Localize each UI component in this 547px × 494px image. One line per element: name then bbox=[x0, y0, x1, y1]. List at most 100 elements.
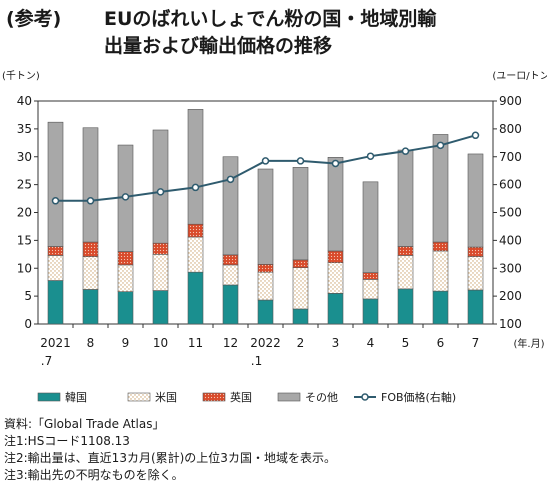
x-tick-label: 12 bbox=[223, 336, 238, 350]
bar-segment-3 bbox=[292, 167, 309, 261]
bar-segment-3 bbox=[47, 121, 64, 247]
x-tick-label: 2 bbox=[297, 336, 305, 350]
notes: 資料:「Global Trade Atlas」 注1:HSコード1108.13 … bbox=[4, 416, 336, 484]
y-left-tick-label: 35 bbox=[17, 122, 32, 136]
price-point bbox=[436, 141, 445, 150]
bars bbox=[47, 109, 484, 325]
legend-swatch-0 bbox=[37, 392, 61, 402]
bar-segment-3 bbox=[82, 127, 99, 243]
bar-segment-0 bbox=[432, 290, 449, 325]
bar-segment-2 bbox=[222, 254, 239, 266]
y-right-tick-label: 600 bbox=[499, 178, 522, 192]
bar-segment-1 bbox=[187, 236, 204, 273]
title-line-1: EUのばれいしょでん粉の国・地域別輸 bbox=[104, 8, 437, 30]
x-tick-label: 2021 bbox=[40, 336, 71, 350]
price-point bbox=[296, 157, 305, 165]
x-tick-label: 5 bbox=[402, 336, 410, 350]
x-tick-label: 3 bbox=[332, 336, 340, 350]
bar-segment-3 bbox=[467, 153, 484, 248]
bar-segment-2 bbox=[467, 246, 484, 257]
y-left-tick-label: 40 bbox=[17, 94, 32, 108]
x-tick-label: .1 bbox=[251, 354, 262, 368]
y-right-tick-label: 700 bbox=[499, 150, 522, 164]
price-point bbox=[86, 197, 95, 205]
y-left-tick-label: 30 bbox=[17, 150, 32, 164]
title-line-2: 出量および輸出価格の推移 bbox=[104, 35, 333, 57]
bar-segment-2 bbox=[82, 241, 99, 257]
bar-segment-0 bbox=[467, 289, 484, 325]
bar-segment-1 bbox=[362, 279, 379, 300]
y-right-tick-label: 400 bbox=[499, 233, 522, 247]
bar-segment-2 bbox=[187, 223, 204, 238]
bar-segment-3 bbox=[152, 129, 169, 244]
bar-segment-0 bbox=[257, 299, 274, 325]
bar-segment-1 bbox=[117, 264, 134, 292]
price-point bbox=[121, 193, 130, 201]
x-tick-label: 2022 bbox=[250, 336, 281, 350]
bar-segment-0 bbox=[327, 293, 344, 325]
y-left-tick-label: 25 bbox=[17, 178, 32, 192]
bar-segment-2 bbox=[257, 264, 274, 273]
legend: 韓国 米国 英国 その他 FOB価格(右軸) bbox=[37, 390, 456, 404]
y-left-tick-label: 20 bbox=[17, 206, 32, 220]
bar-segment-0 bbox=[82, 289, 99, 325]
bar-segment-3 bbox=[257, 168, 274, 265]
y-right-tick-label: 300 bbox=[499, 261, 522, 275]
bar-segment-2 bbox=[292, 259, 309, 268]
price-point bbox=[191, 183, 200, 192]
bar-segment-1 bbox=[257, 271, 274, 301]
bar-segment-3 bbox=[362, 181, 379, 274]
y-right-tick-label: 100 bbox=[499, 317, 522, 331]
legend-label: その他 bbox=[305, 391, 338, 404]
bar-segment-0 bbox=[397, 288, 414, 325]
price-point bbox=[156, 188, 165, 196]
bar-segment-3 bbox=[222, 156, 239, 256]
x-tick-label: 10 bbox=[153, 336, 168, 350]
bar-segment-1 bbox=[467, 256, 484, 291]
title-prefix: (参考) bbox=[6, 8, 62, 30]
bar-segment-1 bbox=[82, 256, 99, 290]
legend-swatch-2 bbox=[202, 392, 226, 402]
price-point bbox=[331, 159, 340, 168]
x-tick-label: 11 bbox=[188, 336, 203, 350]
price-point bbox=[401, 147, 410, 155]
y-right-tick-label: 200 bbox=[499, 289, 522, 303]
legend-label: 英国 bbox=[230, 390, 252, 404]
y-right-unit: (ユーロ/トン) bbox=[492, 71, 547, 82]
bar-segment-1 bbox=[152, 254, 169, 291]
bar-segment-1 bbox=[327, 262, 344, 294]
x-tick-label: 8 bbox=[87, 336, 95, 350]
note-3: 注3:輸出先の不明なものを除く。 bbox=[4, 468, 184, 482]
price-point bbox=[226, 175, 235, 184]
y-left-tick-label: 5 bbox=[24, 289, 32, 303]
bar-segment-0 bbox=[187, 271, 204, 325]
bar-segment-2 bbox=[47, 246, 64, 256]
bar-segment-0 bbox=[117, 291, 134, 325]
note-source: 資料:「Global Trade Atlas」 bbox=[4, 417, 165, 431]
y-right-tick-label: 800 bbox=[499, 122, 522, 136]
x-tick-label: .7 bbox=[41, 354, 52, 368]
bar-segment-0 bbox=[222, 284, 239, 325]
y-right-tick-label: 500 bbox=[499, 206, 522, 220]
legend-swatch-1 bbox=[127, 392, 151, 402]
x-tick-label: 9 bbox=[122, 336, 130, 350]
bar-segment-0 bbox=[362, 298, 379, 325]
x-tick-label: 7 bbox=[472, 336, 480, 350]
bar-segment-0 bbox=[152, 290, 169, 325]
price-point bbox=[366, 152, 375, 160]
bar-segment-3 bbox=[187, 109, 204, 225]
y-left-tick-label: 0 bbox=[24, 317, 32, 331]
y-left-tick-label: 10 bbox=[17, 261, 32, 275]
bar-segment-2 bbox=[152, 242, 169, 255]
legend-line-marker bbox=[361, 393, 369, 401]
price-point bbox=[51, 197, 60, 205]
legend-label: 米国 bbox=[155, 391, 177, 404]
chart-area: 0510152025303540100200300400500600700800… bbox=[2, 70, 547, 404]
bar-segment-1 bbox=[47, 255, 64, 281]
bar-segment-0 bbox=[292, 308, 309, 325]
bar-segment-3 bbox=[432, 134, 449, 243]
price-point bbox=[261, 157, 270, 165]
y-left-tick-label: 15 bbox=[17, 233, 32, 247]
y-left-unit: (千トン) bbox=[2, 70, 40, 82]
bar-segment-1 bbox=[292, 267, 309, 310]
